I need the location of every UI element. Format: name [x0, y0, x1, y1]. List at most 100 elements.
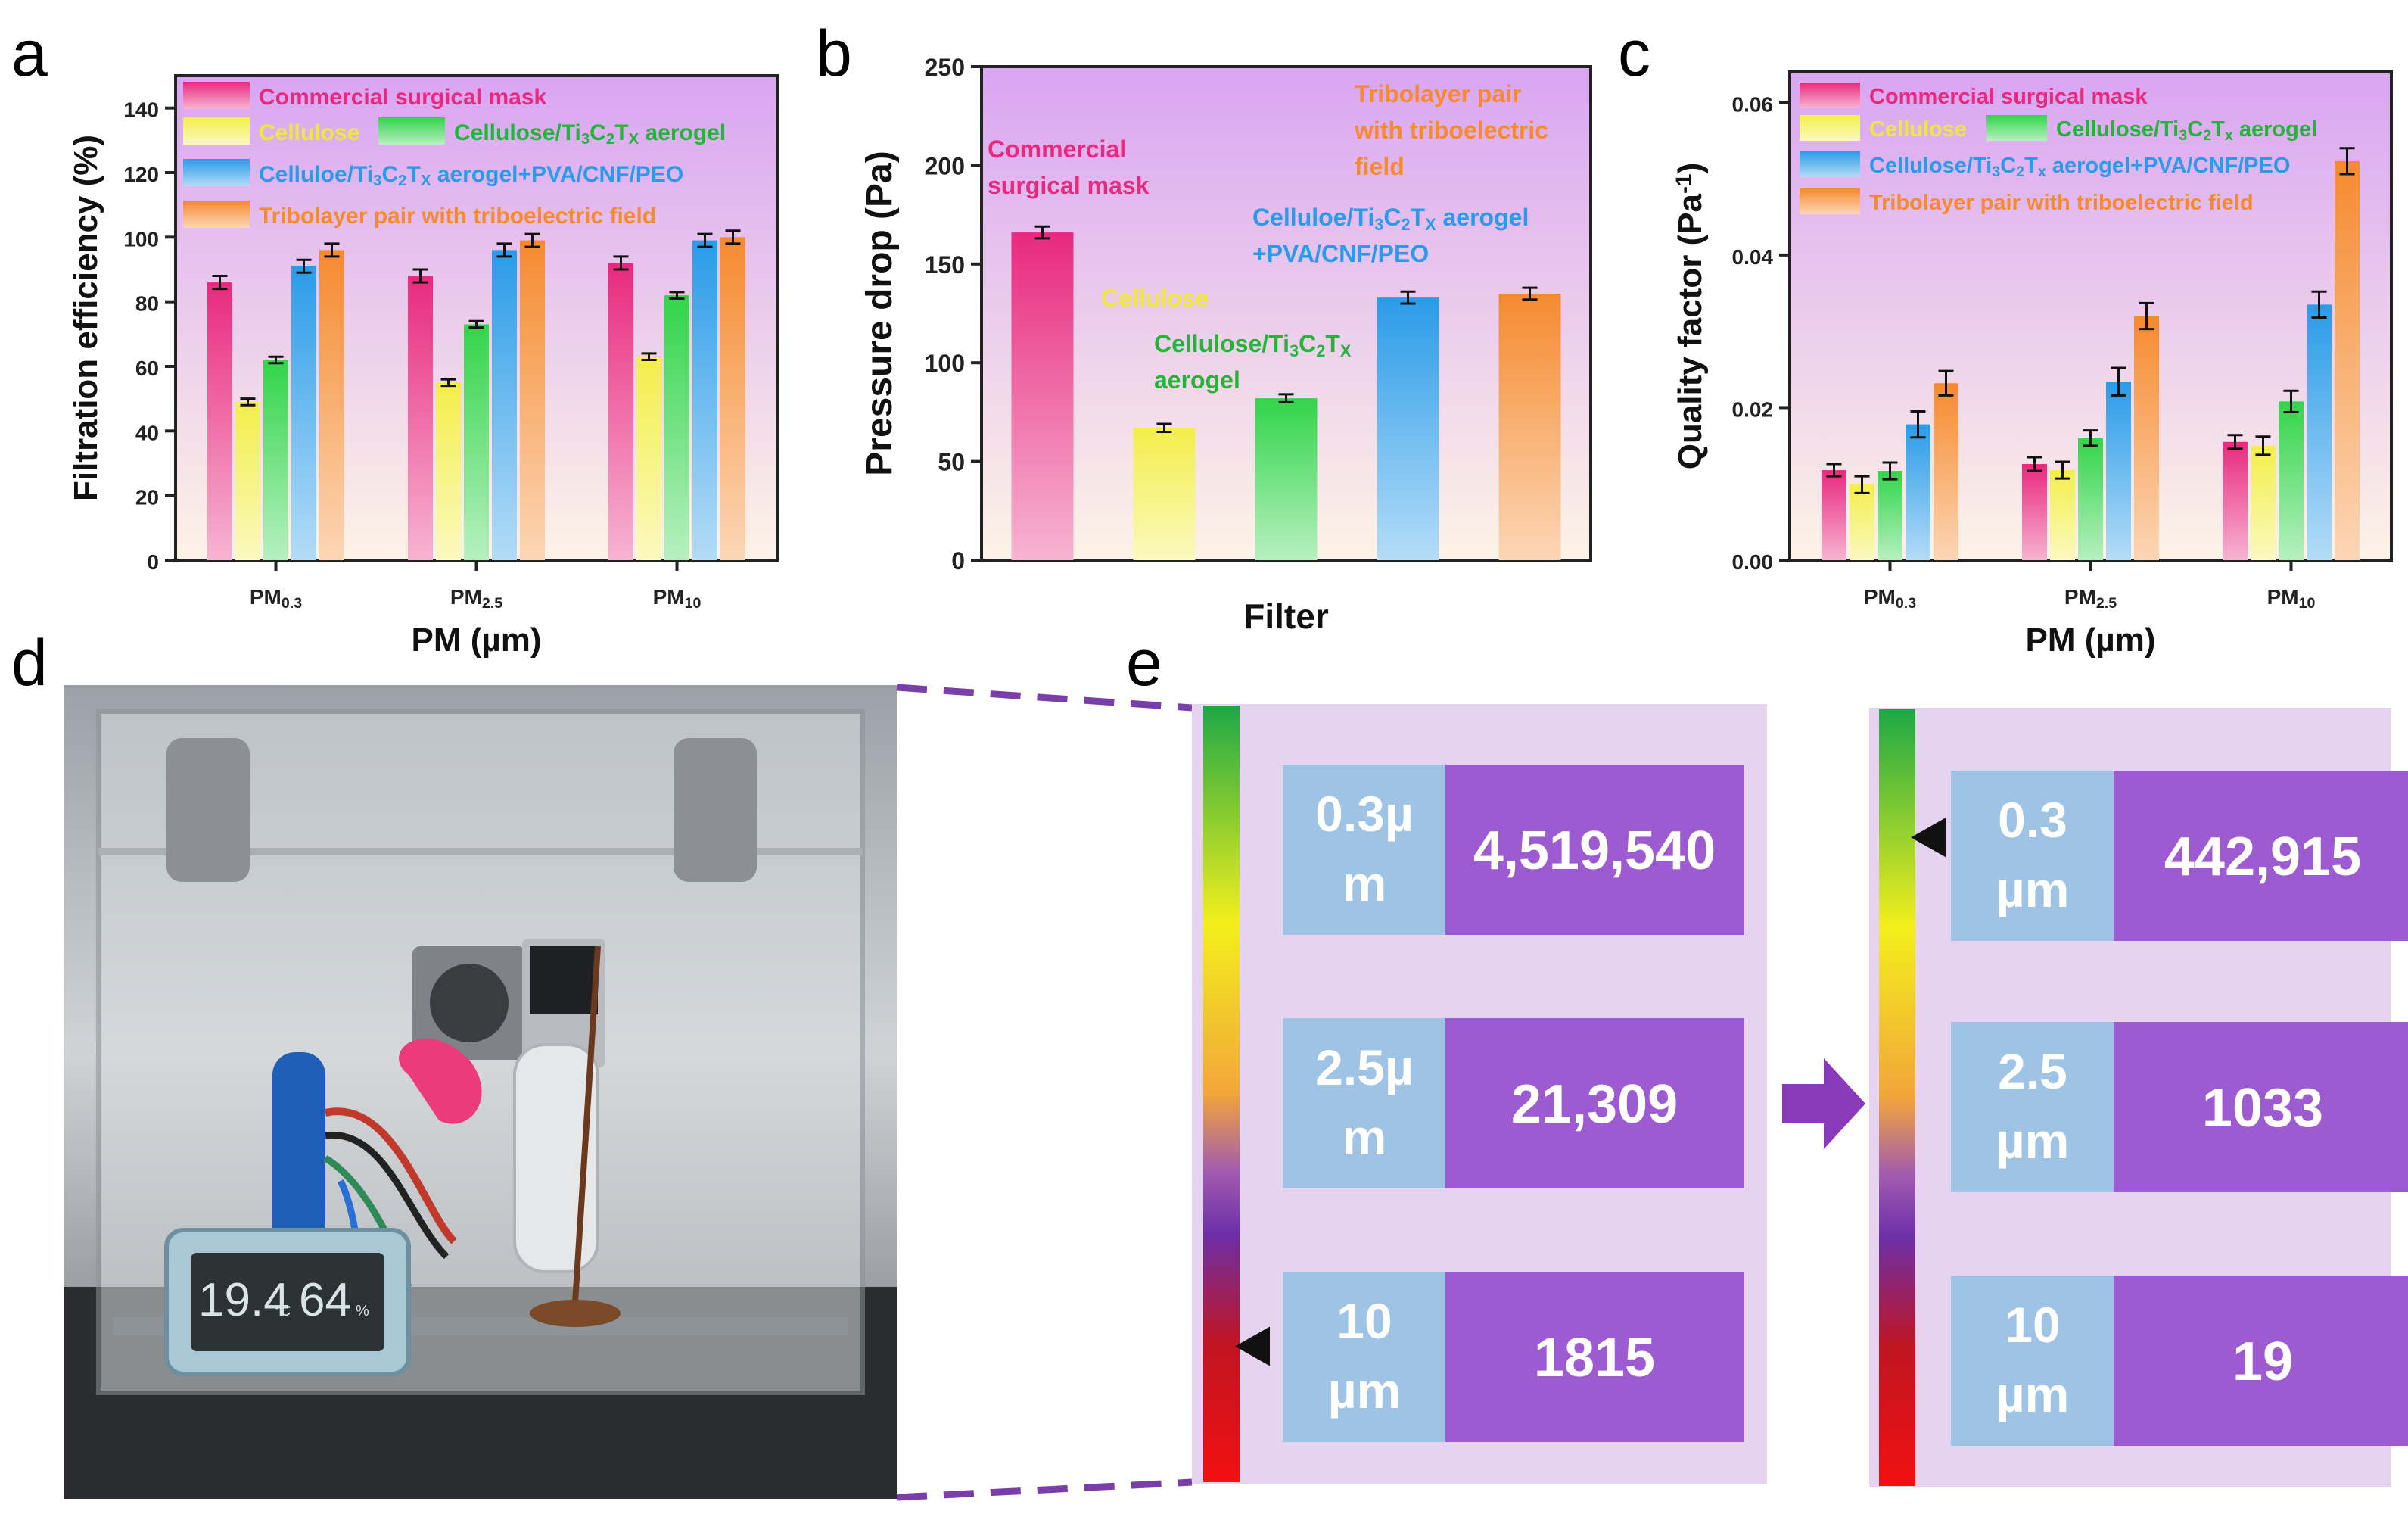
bar-commercial-1	[2022, 464, 2047, 560]
bar-pva-2	[2307, 304, 2332, 560]
x-axis-label: Filter	[1243, 597, 1329, 636]
count-box	[2114, 1276, 2408, 1446]
bar-annotation-tribo: Tribolayer pair	[1355, 80, 1522, 107]
thermometer-humidity-unit: %	[356, 1303, 369, 1319]
count-box	[1445, 1018, 1744, 1188]
zoom-connector-top	[896, 684, 1193, 712]
legend-label-tribo: Tribolayer pair with triboelectric field	[259, 204, 656, 229]
panel-label-e: e	[1126, 627, 1162, 699]
bar-commercial	[1011, 232, 1074, 560]
bar-cellulose	[1133, 428, 1196, 560]
count-box	[1445, 765, 1744, 935]
x-tick-label: PM2.5	[2064, 585, 2117, 612]
legend-label-pva: Celluloe/Ti3C2TX aerogel+PVA/CNF/PEO	[259, 162, 683, 189]
y-tick-label: 60	[135, 357, 159, 380]
legend-swatch-mxene	[378, 117, 445, 145]
particle-count-value: 442,915	[2164, 827, 2361, 887]
size-box	[1951, 771, 2114, 941]
bar-pva-0	[291, 266, 316, 560]
size-box	[1951, 1276, 2114, 1446]
bar-tribo-1	[2134, 316, 2159, 560]
particle-count-value: 1033	[2202, 1078, 2323, 1139]
legend-label-pva: Cellulose/Ti3C2Tx aerogel+PVA/CNF/PEO	[1869, 154, 2290, 180]
x-axis-label: PM (µm)	[411, 621, 541, 659]
particle-size-label: 2.5	[1998, 1043, 2067, 1099]
bar-tribo-2	[2335, 160, 2360, 560]
bar-commercial-0	[207, 282, 232, 560]
y-tick-label: 250	[925, 54, 965, 81]
air-quality-scale-before	[1203, 706, 1240, 1482]
bar-pva-2	[692, 240, 717, 560]
particle-size-label: 0.3	[1998, 792, 2067, 848]
bar-cellulose-1	[2050, 470, 2075, 560]
legend-swatch-tribo	[183, 201, 250, 228]
legend-swatch-tribo	[1800, 188, 1860, 214]
particle-size-label: µm	[1996, 1366, 2070, 1422]
bar-cellulose-2	[2251, 445, 2276, 560]
bar-pva-1	[492, 250, 517, 560]
legend-label-commercial: Commercial surgical mask	[259, 85, 547, 110]
y-tick-label: 50	[938, 449, 965, 476]
particle-size-label: m	[1342, 855, 1387, 911]
legend-swatch-cellulose	[183, 117, 250, 145]
thermometer-temperature: 19.4	[198, 1274, 290, 1326]
bar-cellulose-2	[636, 357, 661, 560]
bar-pva-0	[1906, 424, 1930, 560]
x-tick-label: PM10	[2267, 585, 2316, 612]
y-tick-label: 0.04	[1732, 245, 1774, 269]
bar-commercial-2	[2223, 441, 2248, 560]
legend-swatch-pva	[1800, 151, 1860, 177]
panel-d-test-chamber-photo: 19.4 °C 64 %	[64, 685, 897, 1499]
bar-pva-1	[2106, 382, 2131, 560]
panel-label-b: b	[816, 17, 852, 90]
bar-annotation-mxene: Cellulose/Ti3C2TX	[1154, 330, 1352, 360]
legend-label-cellulose: Cellulose	[259, 120, 359, 145]
panel-label-d: d	[11, 627, 48, 699]
bar-mxene	[1255, 398, 1318, 560]
level-pointer-icon	[1235, 1326, 1270, 1366]
legend-swatch-mxene	[1986, 115, 2047, 141]
arrow-right-icon	[1782, 1058, 1865, 1149]
x-tick-label: PM0.3	[250, 585, 302, 612]
y-axis-label: Quality factor (Pa-1)	[1672, 163, 1710, 470]
bar-annotation-commercial: Commercial	[988, 136, 1126, 163]
panel-a-filtration-efficiency-chart: 0 20 40 60 80 100 120 140 PM0.3 PM2.5 PM10 PM (µm) F…	[67, 74, 779, 659]
bar-tribo	[1498, 293, 1561, 560]
y-tick-label: 120	[123, 163, 159, 186]
level-pointer-icon	[1911, 818, 1946, 858]
y-axis-label: Filtration efficiency (%)	[67, 135, 104, 501]
bar-mxene-1	[464, 324, 489, 560]
count-box	[2114, 771, 2408, 941]
legend-label-cellulose: Cellulose	[1869, 117, 1967, 142]
particle-size-label: 0.3µ	[1315, 786, 1414, 842]
panel-label-c: c	[1618, 17, 1650, 90]
air-quality-scale-after	[1879, 709, 1915, 1486]
particle-size-label: 10	[2005, 1297, 2060, 1353]
y-tick-label: 0	[147, 550, 159, 574]
panel-e-particle-counts: 0.3µm4,519,5402.5µm21,30910µm18150.3µm44…	[1192, 704, 2408, 1487]
bar-cellulose-0	[1850, 484, 1874, 560]
particle-count-value: 19	[2232, 1332, 2293, 1392]
legend-label-tribo: Tribolayer pair with triboelectric field	[1869, 191, 2254, 215]
size-box	[1283, 1018, 1445, 1188]
size-box	[1283, 1272, 1445, 1442]
bar-annotation-cellulose: Cellulose	[1101, 285, 1209, 312]
bar-mxene-0	[263, 360, 288, 560]
bar-mxene-0	[1878, 471, 1902, 560]
y-axis-label: Pressure drop (Pa)	[860, 151, 900, 475]
y-tick-label: 0.00	[1732, 550, 1774, 574]
x-tick-label: PM0.3	[1864, 585, 1916, 612]
bar-annotation-tribo: field	[1355, 153, 1405, 180]
particle-size-label: m	[1342, 1109, 1387, 1165]
particle-count-value: 1815	[1534, 1328, 1655, 1388]
particle-count-value: 4,519,540	[1473, 821, 1716, 881]
bar-commercial-1	[408, 276, 433, 560]
y-tick-label: 150	[925, 251, 965, 279]
y-tick-label: 80	[135, 292, 159, 316]
legend-label-commercial: Commercial surgical mask	[1869, 85, 2148, 109]
bar-annotation-pva: +PVA/CNF/PEO	[1252, 240, 1429, 267]
particle-count-value: 21,309	[1511, 1074, 1678, 1135]
y-tick-label: 0	[951, 547, 965, 575]
x-tick-label: PM10	[653, 585, 702, 612]
bar-commercial-0	[1822, 470, 1846, 560]
